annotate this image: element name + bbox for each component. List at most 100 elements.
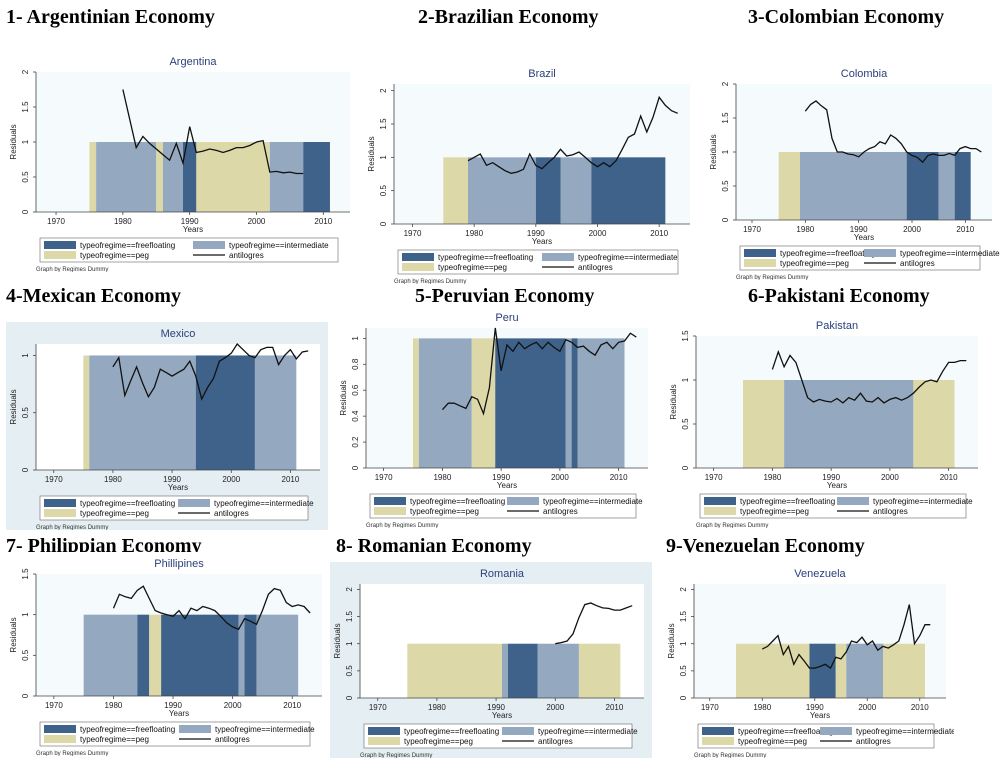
legend-swatch-peg — [44, 509, 76, 517]
legend-label-intermediate: typeofregime==intermediate — [900, 249, 1000, 258]
y-tick-label: 1 — [21, 139, 30, 144]
y-tick-label: 1.5 — [21, 568, 30, 580]
legend-label-intermediate: typeofregime==intermediate — [214, 499, 314, 508]
y-tick-label: 0.5 — [379, 185, 388, 197]
legend-label-intermediate: typeofregime==intermediate — [856, 727, 954, 736]
legend-label-freefloating: typeofregime==freefloating — [80, 499, 175, 508]
panel-heading-philippines: 7- Philippian Economy — [6, 535, 202, 557]
regime-bar-intermediate — [418, 338, 472, 468]
series-line-antilogres — [467, 95, 678, 174]
x-tick-label: 1990 — [492, 473, 510, 482]
legend-label-intermediate: typeofregime==intermediate — [538, 727, 638, 736]
legend-label-freefloating: typeofregime==freefloating — [80, 725, 175, 734]
series-line-antilogres — [555, 602, 633, 645]
y-tick-label: 1.5 — [679, 610, 688, 622]
x-tick-label: 2010 — [940, 473, 958, 482]
regime-bar-peg — [89, 142, 97, 212]
legend-swatch-peg — [402, 263, 434, 271]
legend-label-freefloating: typeofregime==freefloating — [410, 497, 505, 506]
legend-box — [739, 245, 981, 271]
y-tick-label: 0 — [345, 695, 354, 700]
series-line-antilogres — [771, 349, 967, 404]
panel-heading-colombia: 3-Colombian Economy — [748, 6, 945, 28]
legend-swatch-peg — [44, 251, 76, 259]
y-tick-label: 1 — [351, 336, 360, 341]
chart-panel-argentina: Argentina 0 0.5 1 1.5 2 1970 1980 1990 2000 2010 Ye… — [6, 50, 358, 272]
legend-swatch-peg — [374, 507, 406, 515]
regime-bar-peg — [471, 338, 496, 468]
x-tick-label: 2010 — [911, 703, 929, 712]
regime-bar-peg — [913, 380, 955, 468]
chart-title: Colombia — [841, 68, 888, 80]
y-tick-label: 1 — [721, 149, 730, 154]
regime-bar-intermediate — [938, 152, 955, 220]
y-tick-label: 0.5 — [681, 418, 690, 430]
graph-note: Graph by Regimes Dummy — [36, 751, 108, 756]
legend-swatch-intermediate — [820, 727, 852, 735]
y-tick-label: 1 — [21, 612, 30, 617]
y-tick-label: 0.5 — [679, 665, 688, 677]
legend-swatch-intermediate — [193, 241, 225, 249]
panel-heading-pakistan: 6-Pakistani Economy — [748, 285, 930, 307]
legend-swatch-freefloating — [44, 725, 76, 733]
chart-title: Venezuela — [794, 568, 846, 580]
y-tick-label: 0 — [681, 465, 690, 470]
y-tick-label: 1 — [681, 377, 690, 382]
y-tick-label: 0.8 — [351, 358, 360, 370]
legend-box — [39, 721, 311, 747]
legend-label-line: antilogres — [229, 251, 264, 260]
legend-swatch-intermediate — [502, 727, 534, 735]
x-tick-label: 1980 — [465, 229, 483, 238]
y-tick-label: 1.5 — [379, 118, 388, 130]
chart-svg: Pakistan 0 0.5 1 1.5 1970 1980 1990 2000 2010 Year… — [666, 314, 986, 528]
legend-box — [363, 723, 633, 749]
legend-label-peg: typeofregime==peg — [780, 259, 849, 268]
chart-panel-pakistan: Pakistan 0 0.5 1 1.5 1970 1980 1990 2000 2010 Year… — [666, 314, 986, 528]
regime-bar-peg — [83, 355, 90, 470]
regime-bar-freefloating — [954, 152, 971, 220]
regime-bar-intermediate — [89, 355, 196, 470]
y-axis-label: Residuals — [9, 124, 18, 159]
legend-label-intermediate: typeofregime==intermediate — [215, 725, 315, 734]
x-tick-label: 1990 — [527, 229, 545, 238]
legend-swatch-freefloating — [704, 497, 736, 505]
legend-label-freefloating: typeofregime==freefloating — [404, 727, 499, 736]
x-tick-label: 1980 — [114, 217, 132, 226]
y-tick-label: 1 — [379, 155, 388, 160]
legend-label-peg: typeofregime==peg — [438, 263, 507, 272]
x-tick-label: 1990 — [163, 475, 181, 484]
regime-bar-freefloating — [809, 643, 836, 698]
x-tick-label: 1970 — [404, 229, 422, 238]
legend-label-freefloating: typeofregime==freefloating — [740, 497, 835, 506]
x-tick-label: 2000 — [858, 703, 876, 712]
regime-bar-freefloating — [571, 338, 578, 468]
x-tick-label: 1970 — [705, 473, 723, 482]
regime-bar-peg — [835, 643, 847, 698]
y-axis-label: Residuals — [709, 134, 718, 169]
y-tick-label: 1.5 — [721, 112, 730, 124]
y-tick-label: 1 — [679, 641, 688, 646]
x-tick-label: 2000 — [224, 701, 242, 710]
y-tick-label: 0 — [351, 465, 360, 470]
y-tick-label: 0.4 — [351, 410, 360, 422]
regime-bar-freefloating — [303, 142, 330, 212]
regime-bar-freefloating — [495, 338, 566, 468]
legend-label-intermediate: typeofregime==intermediate — [543, 497, 643, 506]
x-tick-label: 2000 — [551, 473, 569, 482]
legend-label-line: antilogres — [543, 507, 578, 516]
panel-heading-mexico: 4-Mexican Economy — [6, 285, 181, 307]
regime-bar-peg — [149, 614, 162, 696]
y-tick-label: 0.6 — [351, 384, 360, 396]
regime-bar-intermediate — [468, 157, 536, 224]
legend-label-line: antilogres — [856, 737, 891, 746]
chart-panel-peru: Peru 0 0.2 0.4 0.6 0.8 1 1970 1980 1990 2000 2010 Ye… — [336, 306, 656, 528]
y-axis-label: Residuals — [367, 136, 376, 171]
legend-swatch-freefloating — [744, 249, 776, 257]
x-tick-label: 1970 — [701, 703, 719, 712]
legend-label-peg: typeofregime==peg — [738, 737, 807, 746]
x-tick-label: 1990 — [181, 217, 199, 226]
x-tick-label: 1970 — [369, 703, 387, 712]
regime-bar-intermediate — [502, 643, 508, 698]
legend-swatch-peg — [744, 259, 776, 267]
series-line-antilogres — [762, 604, 931, 670]
